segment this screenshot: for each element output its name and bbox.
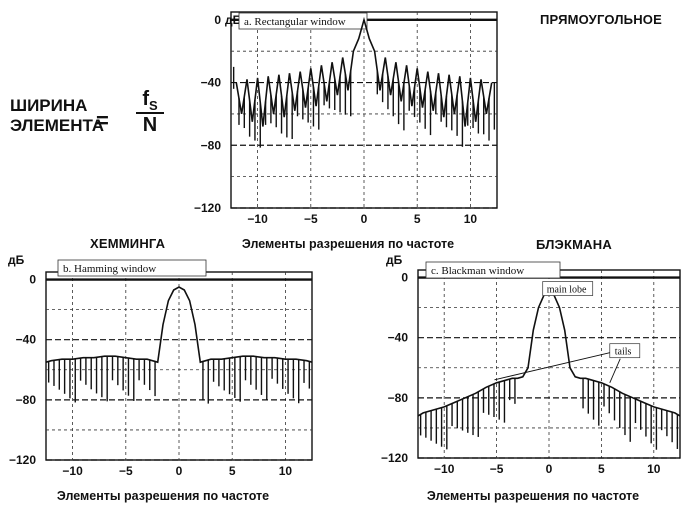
y-tick-label: −40 xyxy=(16,333,37,347)
formula-denominator: N xyxy=(142,114,158,136)
fraction-bar xyxy=(136,112,164,114)
x-axis-label: Элементы разрешения по частоте xyxy=(242,237,454,251)
formula-fraction: fS N xyxy=(136,88,164,140)
y-tick-label: 0 xyxy=(401,271,408,285)
rectangular-window-chart: 0 −40 −80 −120 −10 −5 0 5 10 дБ Элементы разрешени… xyxy=(194,11,498,251)
y-tick-label: −40 xyxy=(388,331,409,345)
x-tick-label: 5 xyxy=(414,212,421,226)
y-tick-label: 0 xyxy=(214,13,221,27)
annotation-main-lobe: main lobe xyxy=(547,285,587,296)
x-tick-label: −5 xyxy=(490,462,504,476)
y-axis-label: дБ xyxy=(8,253,25,267)
chart-title: a. Rectangular window xyxy=(244,16,346,28)
annotation-tails: tails xyxy=(615,347,632,358)
formula-line2: ЭЛЕМЕНТА xyxy=(10,116,105,135)
y-tick-label: −120 xyxy=(194,201,221,215)
heading-hamming: ХЕММИНГА xyxy=(90,236,166,251)
x-axis-label: Элементы разрешения по частоте xyxy=(427,489,639,503)
x-tick-label: 10 xyxy=(464,212,478,226)
tails-pointer-left xyxy=(494,352,610,381)
y-axis-label: дБ xyxy=(225,13,242,27)
chart-title: b. Hamming window xyxy=(63,263,156,275)
x-tick-label: −10 xyxy=(62,464,83,478)
x-tick-label: −5 xyxy=(304,212,318,226)
y-tick-label: −80 xyxy=(16,393,37,407)
hamming-window-chart: 0 −40 −80 −120 −10 −5 0 5 10 дБ Элементы разрешени… xyxy=(8,253,313,503)
formula-equals: = xyxy=(96,108,109,133)
x-tick-label: 10 xyxy=(279,464,293,478)
x-tick-label: −10 xyxy=(247,212,268,226)
y-tick-label: −120 xyxy=(381,451,408,465)
formula-line1: ШИРИНА xyxy=(10,96,88,115)
series-envelope xyxy=(235,16,493,127)
chart-title: c. Blackman window xyxy=(431,265,524,277)
formula-label: ШИРИНА ЭЛЕМЕНТА xyxy=(10,96,104,136)
series-envelope xyxy=(45,286,313,364)
y-tick-label: 0 xyxy=(29,273,36,287)
tails-pointer-right xyxy=(609,358,621,383)
formula-numerator-sub: S xyxy=(149,98,158,113)
y-tick-label: −80 xyxy=(201,138,222,152)
y-tick-label: −40 xyxy=(201,76,222,90)
x-axis-label: Элементы разрешения по частоте xyxy=(57,489,269,503)
blackman-window-chart: 0 −40 −80 −120 −10 −5 0 5 10 дБ Элементы разрешени… xyxy=(381,253,681,503)
heading-rect: ПРЯМОУГОЛЬНОЕ xyxy=(540,12,662,27)
heading-blackman: БЛЭКМАНА xyxy=(536,237,612,252)
x-tick-label: 0 xyxy=(361,212,368,226)
y-tick-label: −80 xyxy=(388,391,409,405)
annotation-box-tails xyxy=(609,343,641,359)
y-tick-label: −120 xyxy=(9,453,36,467)
x-tick-label: 0 xyxy=(176,464,183,478)
x-tick-label: 10 xyxy=(647,462,661,476)
y-axis-label: дБ xyxy=(386,253,403,267)
x-tick-label: 5 xyxy=(229,464,236,478)
x-tick-label: −10 xyxy=(434,462,455,476)
annotation-box-main-lobe xyxy=(542,281,594,296)
chart-title-box xyxy=(57,259,207,277)
chart-title-box xyxy=(238,12,368,30)
chart-title-box xyxy=(425,261,561,279)
formula-numerator: f xyxy=(142,88,149,110)
x-tick-label: −5 xyxy=(119,464,133,478)
x-tick-label: 0 xyxy=(546,462,553,476)
x-tick-label: 5 xyxy=(598,462,605,476)
